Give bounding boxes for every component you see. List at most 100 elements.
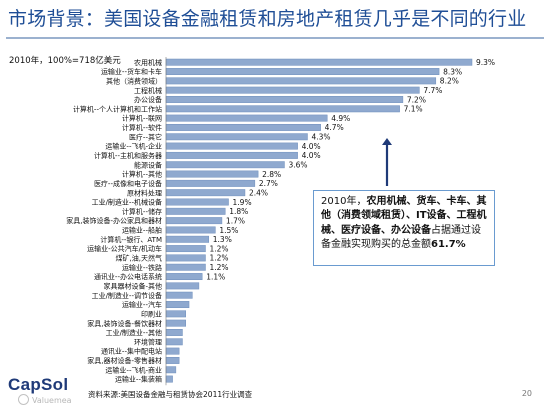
bar bbox=[165, 282, 200, 290]
category-label: 通讯业--办公电话系统 bbox=[94, 272, 162, 281]
bar bbox=[165, 170, 259, 178]
value-label: 8.3% bbox=[443, 67, 462, 76]
source-note: 资料来源:美国设备金融与租赁协会2011行业调查 bbox=[88, 390, 253, 399]
value-label: 1.9% bbox=[233, 198, 252, 207]
bar bbox=[165, 123, 321, 131]
category-label: 运输业--飞机-企业 bbox=[105, 142, 162, 151]
category-label: 计算机--联网 bbox=[122, 114, 162, 123]
category-label: 医疗--其它 bbox=[129, 132, 162, 141]
value-label: 2.8% bbox=[262, 170, 281, 179]
category-label: 环境管理 bbox=[134, 337, 162, 346]
category-label: 计算机--储存 bbox=[122, 207, 162, 216]
value-label: 1.2% bbox=[209, 254, 228, 263]
title-divider bbox=[6, 37, 544, 39]
bar bbox=[165, 179, 256, 187]
category-label: 能源设备 bbox=[134, 160, 162, 169]
value-label: 4.3% bbox=[311, 133, 330, 142]
value-label: 9.3% bbox=[476, 58, 495, 67]
category-label: 运输业--飞机-商业 bbox=[105, 365, 162, 374]
bar bbox=[165, 310, 186, 318]
bar bbox=[165, 235, 210, 243]
bar bbox=[165, 375, 173, 383]
bar bbox=[165, 161, 285, 169]
watermark-text: Valuemea bbox=[32, 396, 72, 405]
category-label: 家具,器材设备-零售器材 bbox=[87, 356, 162, 365]
value-label: 3.6% bbox=[288, 161, 307, 170]
callout-arrowhead bbox=[382, 138, 392, 145]
watermark: Valuemea bbox=[18, 394, 72, 405]
value-label: 1.2% bbox=[209, 244, 228, 253]
category-label: 计算机--银行、ATM bbox=[100, 235, 162, 244]
bar bbox=[165, 273, 203, 281]
bar bbox=[165, 263, 206, 271]
bar bbox=[165, 226, 216, 234]
bar bbox=[165, 347, 180, 355]
bar bbox=[165, 58, 473, 66]
chart-subtitle: 2010年，100%=718亿美元 bbox=[9, 56, 121, 66]
bar bbox=[165, 86, 420, 94]
bar bbox=[165, 338, 183, 346]
watermark-icon bbox=[18, 394, 29, 405]
category-label: 煤矿,油,天然气 bbox=[116, 254, 162, 263]
category-label: 家具,装饰设备-餐饮器材 bbox=[87, 319, 162, 328]
value-label: 2.7% bbox=[259, 179, 278, 188]
bar bbox=[165, 217, 223, 225]
bar bbox=[165, 254, 206, 262]
category-label: 计算机--软件 bbox=[122, 123, 162, 132]
category-label: 印刷业 bbox=[141, 309, 162, 318]
bar bbox=[165, 301, 190, 308]
category-label: 其他（消费领域） bbox=[106, 76, 162, 85]
category-label: 医疗--成像和电子设备 bbox=[94, 179, 162, 188]
bar bbox=[165, 198, 229, 206]
bar bbox=[165, 151, 298, 159]
bar bbox=[165, 68, 440, 75]
value-label: 4.0% bbox=[302, 151, 321, 160]
bar bbox=[165, 189, 246, 197]
category-label: 运输业--铁路 bbox=[122, 263, 162, 272]
value-label: 1.2% bbox=[209, 263, 228, 272]
value-label: 1.1% bbox=[206, 272, 225, 281]
bar bbox=[165, 207, 226, 215]
category-label: 家具器材设备-其他 bbox=[103, 281, 162, 290]
category-label: 计算机--其他 bbox=[122, 170, 162, 179]
category-label: 工业/制造业--其他 bbox=[106, 328, 162, 337]
category-label: 工业/制造业--调节设备 bbox=[92, 291, 162, 300]
callout-text-2: 占据通过设备金融实现购买的总金额 bbox=[321, 224, 481, 250]
category-label: 计算机--主机和服务器 bbox=[94, 151, 162, 160]
value-label: 1.7% bbox=[226, 216, 245, 225]
category-label: 工程机械 bbox=[134, 86, 162, 95]
page-title: 市场背景：美国设备金融租赁和房地产租赁几乎是不同的行业 bbox=[8, 8, 527, 30]
category-label: 办公设备 bbox=[134, 95, 162, 104]
bar bbox=[165, 77, 437, 85]
bar bbox=[165, 291, 193, 299]
bar bbox=[165, 96, 404, 103]
value-label: 8.2% bbox=[440, 77, 459, 86]
callout-text-1: 2010年， bbox=[321, 196, 367, 207]
value-label: 7.1% bbox=[404, 105, 423, 114]
category-label: 家具,装饰设备-办公家具和器材 bbox=[66, 216, 162, 225]
value-label: 1.3% bbox=[213, 235, 232, 244]
bar bbox=[165, 366, 177, 374]
value-label: 2.4% bbox=[249, 188, 268, 197]
value-label: 1.8% bbox=[229, 207, 248, 216]
bar bbox=[165, 245, 206, 253]
bar bbox=[165, 114, 328, 122]
category-label: 农用机械 bbox=[134, 58, 162, 67]
bar bbox=[165, 105, 400, 113]
callout-bold-categories: 农用机械、货车、卡车、其他（消费领域租赁）、IT设备、工程机械、医疗设备、办公设… bbox=[321, 196, 487, 236]
bar bbox=[165, 142, 298, 150]
value-label: 7.2% bbox=[407, 95, 426, 104]
value-label: 4.7% bbox=[325, 123, 344, 132]
category-label: 工业/制造业--机械设备 bbox=[92, 198, 162, 207]
bar bbox=[165, 329, 183, 336]
category-label: 运输业--货车和卡车 bbox=[101, 67, 162, 76]
page-number: 20 bbox=[521, 389, 532, 398]
category-label: 运输业--汽车 bbox=[122, 300, 162, 309]
value-label: 1.5% bbox=[219, 226, 238, 235]
category-label: 计算机--个人计算机和工作站 bbox=[73, 104, 162, 113]
category-label: 运输业-公共汽车/机动车 bbox=[87, 244, 162, 253]
callout-bold-share: 61.7% bbox=[431, 238, 466, 250]
bar bbox=[165, 356, 180, 364]
bar bbox=[165, 133, 308, 141]
bar bbox=[165, 319, 186, 327]
